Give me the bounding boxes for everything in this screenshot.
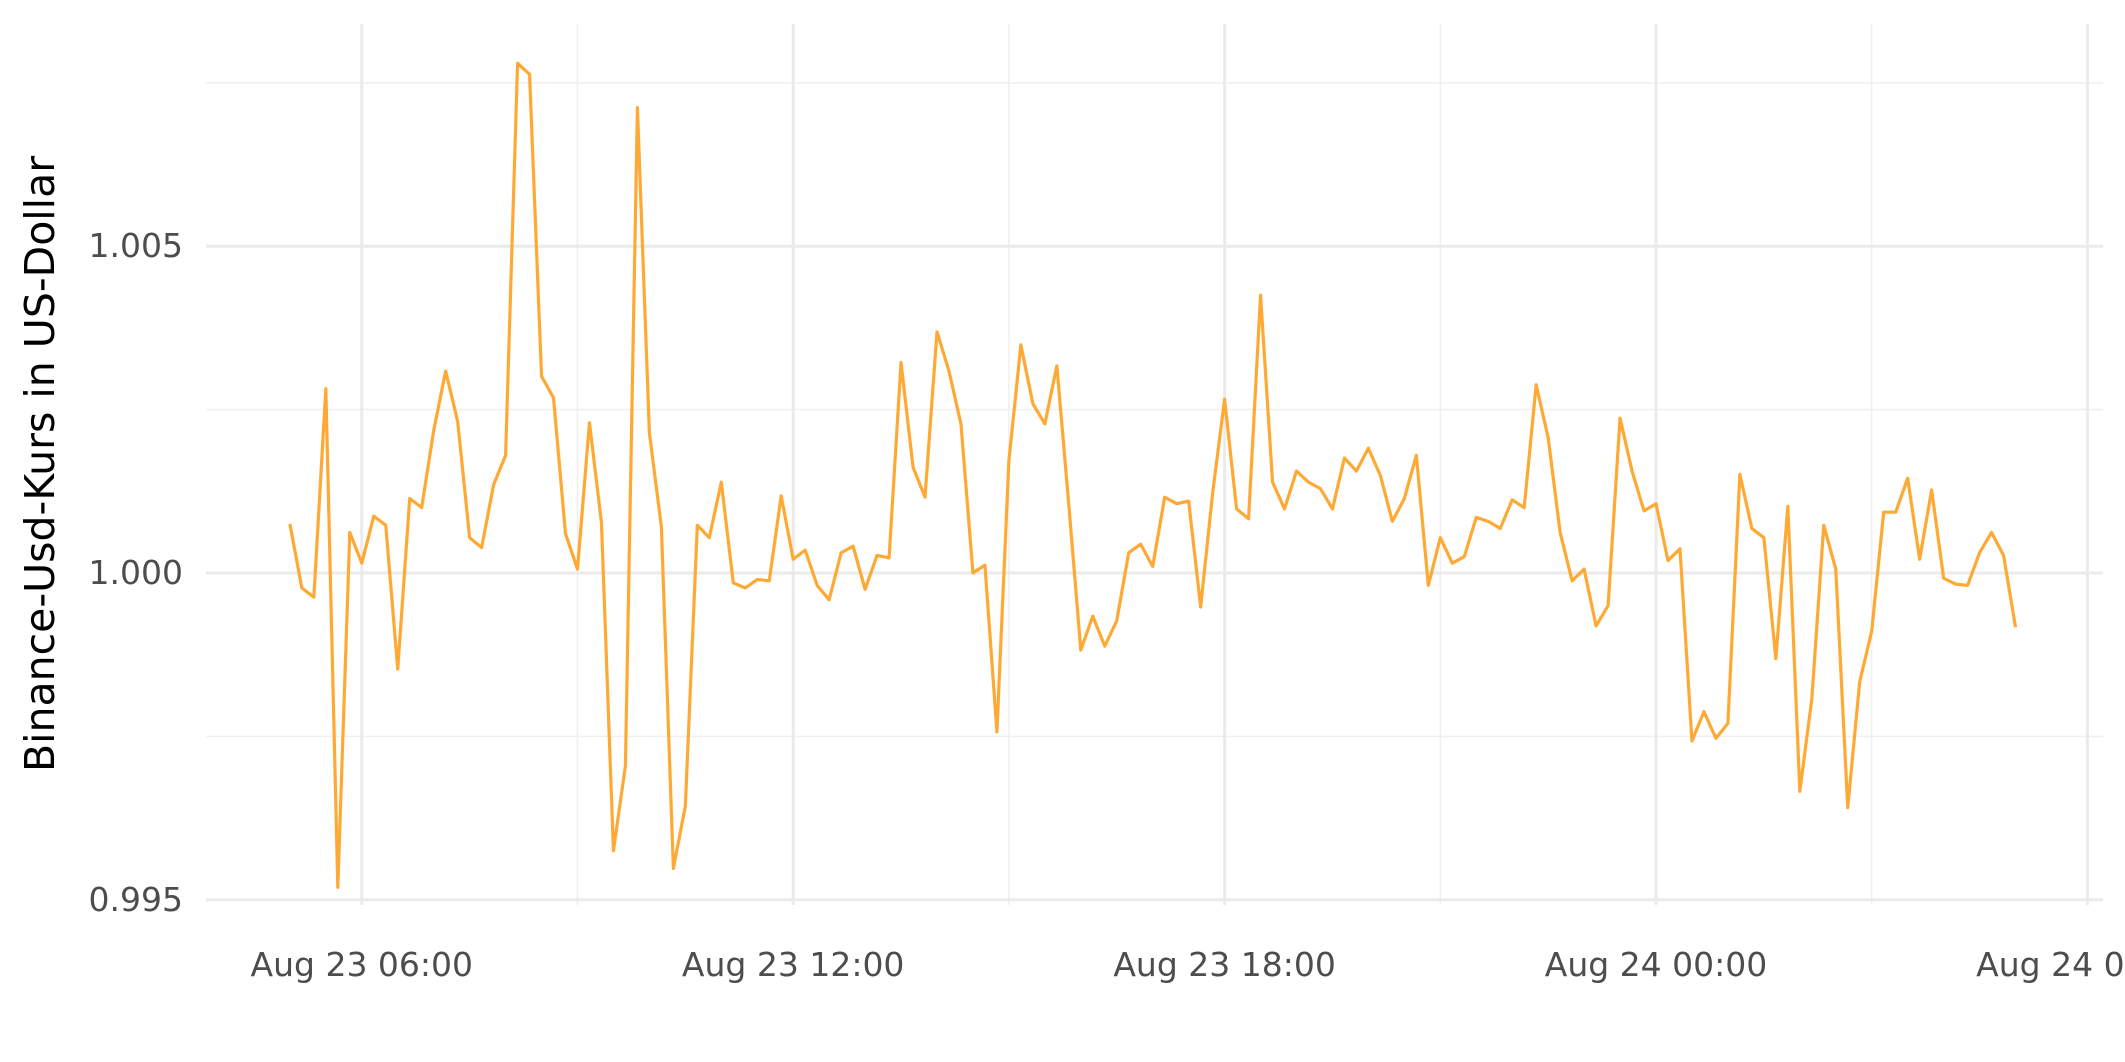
y-tick-label: 1.005 xyxy=(89,226,183,265)
y-axis-title: Binance-Usd-Kurs in US-Dollar xyxy=(16,156,64,772)
data-line xyxy=(288,61,2018,889)
y-tick-label: 1.000 xyxy=(89,553,183,592)
x-tick-label: Aug 24 00:00 xyxy=(1545,945,1768,984)
y-tick-label: 0.995 xyxy=(89,880,183,919)
x-tick-label: Aug 23 12:00 xyxy=(682,945,905,984)
x-tick-label: Aug 23 18:00 xyxy=(1113,945,1336,984)
x-tick-label: Aug 23 06:00 xyxy=(251,945,474,984)
x-tick-label: Aug 24 06:00 xyxy=(1976,945,2125,984)
